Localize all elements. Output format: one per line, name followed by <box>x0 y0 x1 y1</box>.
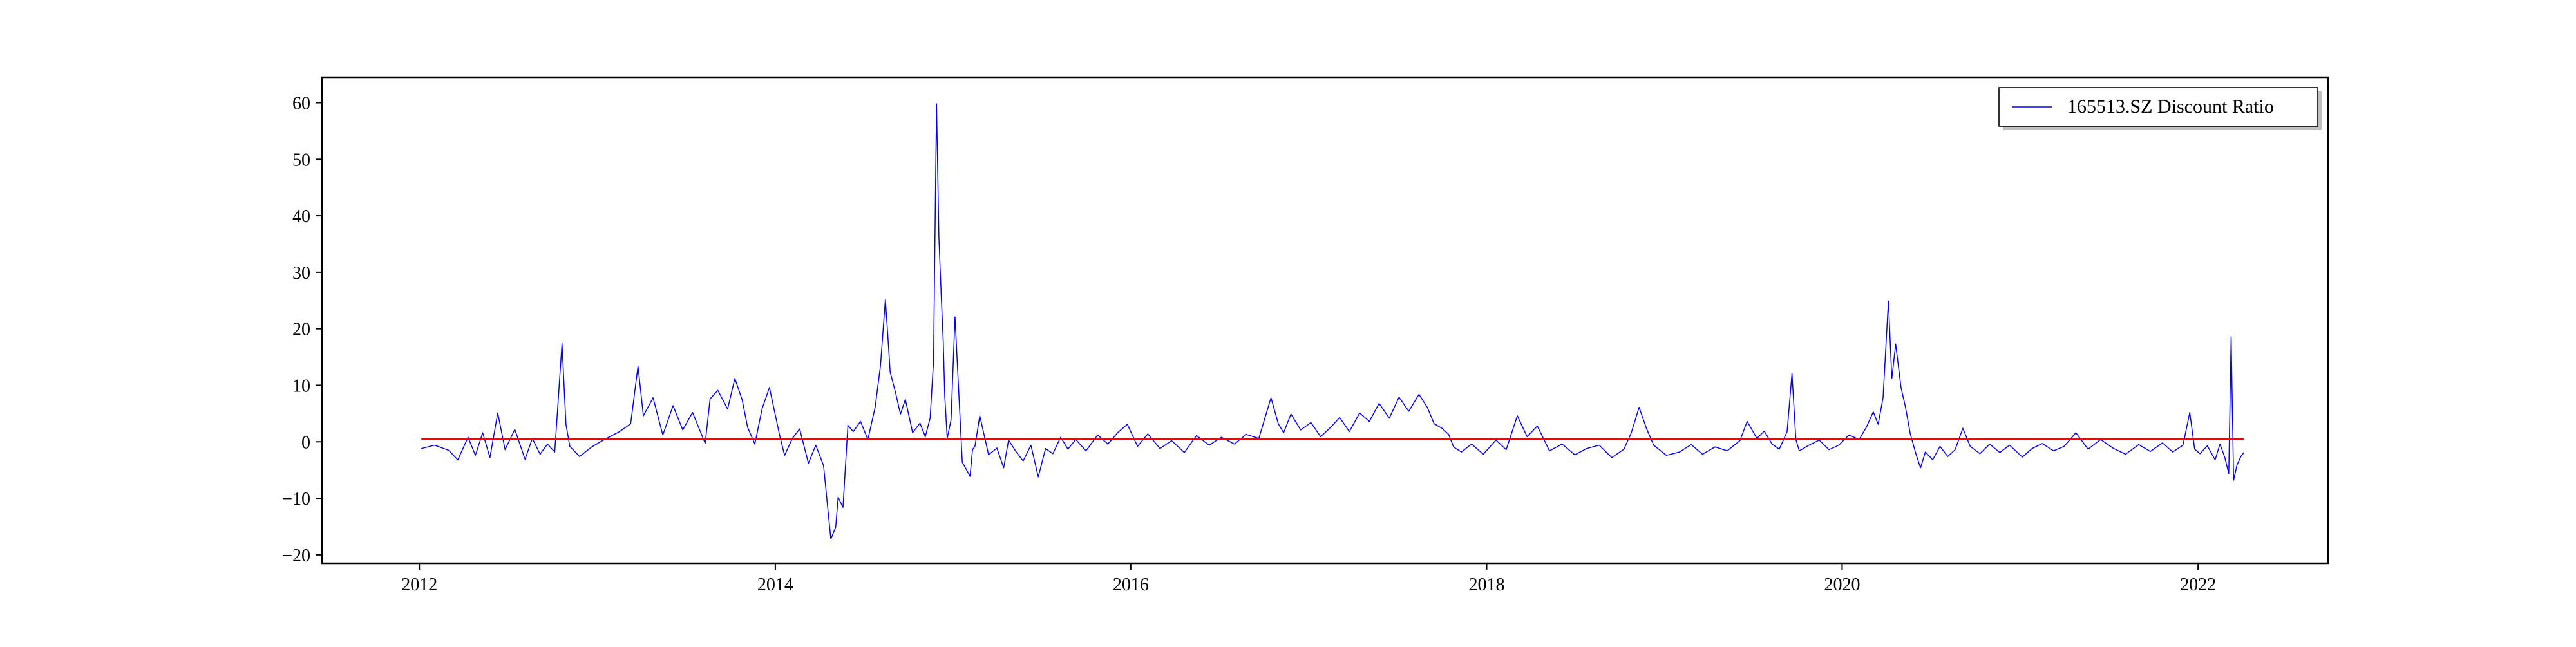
x-tick-label: 2014 <box>757 575 793 595</box>
y-tick-label: 10 <box>292 376 310 396</box>
x-tick-label: 2018 <box>1469 575 1505 595</box>
legend-box <box>1998 87 2318 127</box>
y-tick-label: 60 <box>292 94 310 114</box>
y-tick-label: 20 <box>292 320 310 340</box>
legend: 165513.SZ Discount Ratio <box>1998 87 2322 130</box>
plot-layer <box>421 103 2244 540</box>
x-tick-label: 2022 <box>2180 575 2216 595</box>
y-tick-label: 30 <box>292 263 310 283</box>
y-axis: −20 −10 0 10 20 30 40 50 60 <box>282 94 322 566</box>
x-tick-label: 2016 <box>1113 575 1149 595</box>
x-tick-label: 2020 <box>1824 575 1860 595</box>
y-tick-label: −20 <box>282 546 310 566</box>
y-tick-label: 40 <box>292 207 310 227</box>
x-axis: 2012 2014 2016 2018 2020 2022 <box>401 563 2216 595</box>
plot-frame <box>321 76 2329 565</box>
y-tick-label: 50 <box>292 150 310 170</box>
y-tick-label: 0 <box>301 433 310 453</box>
legend-entry-label: 165513.SZ Discount Ratio <box>2067 96 2274 117</box>
series-line-discount-ratio <box>421 103 2244 540</box>
y-tick-label: −10 <box>282 489 310 509</box>
x-tick-label: 2012 <box>401 575 437 595</box>
